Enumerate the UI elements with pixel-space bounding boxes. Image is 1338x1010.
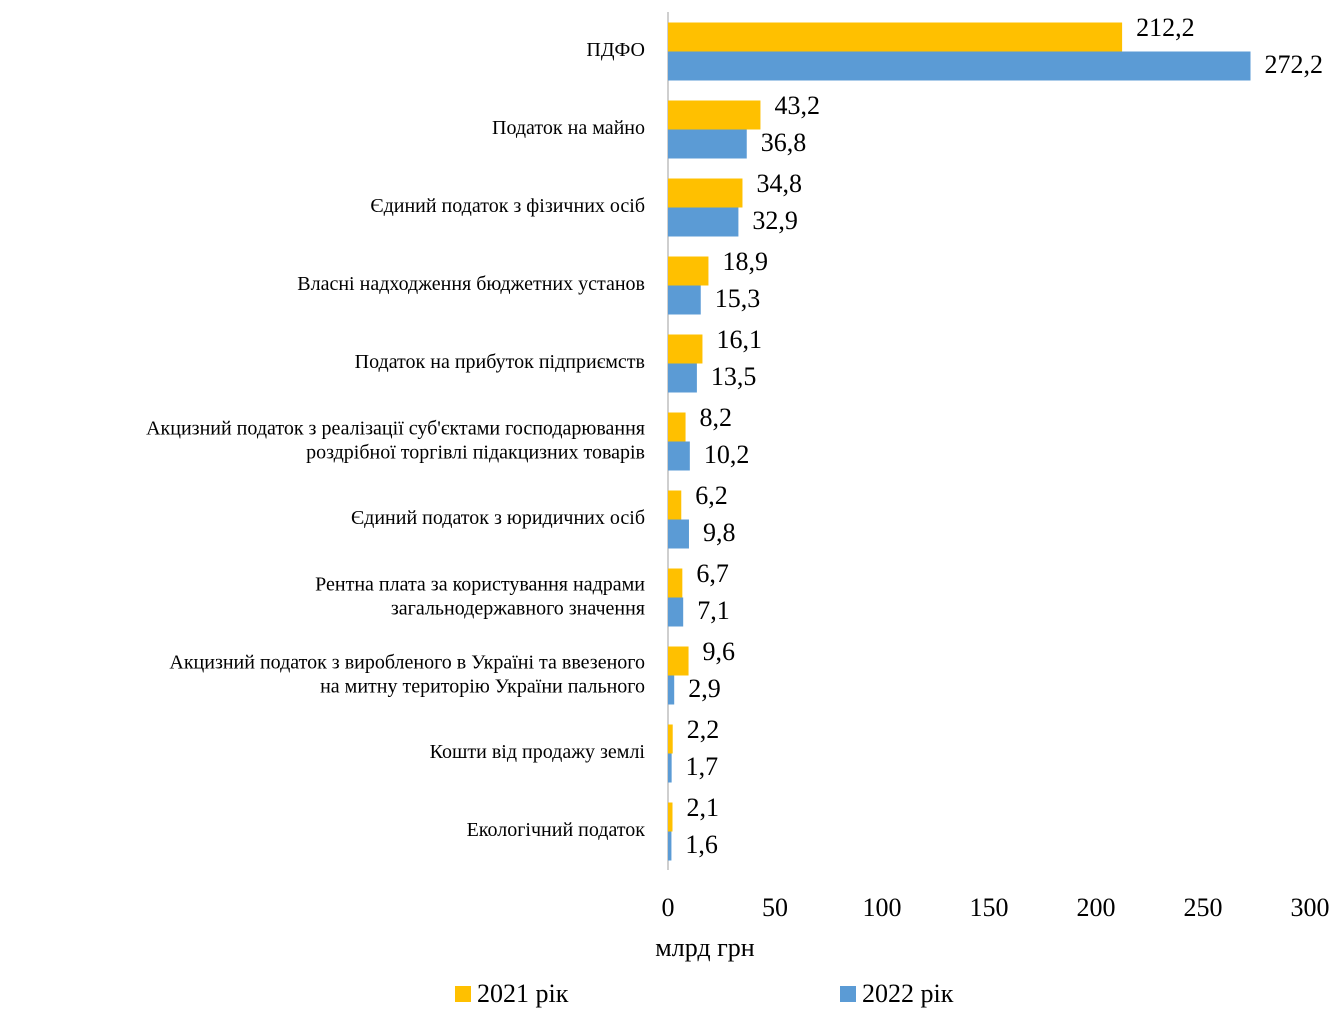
- value-label: 1,7: [686, 752, 719, 781]
- bar: [668, 675, 675, 705]
- bar: [668, 802, 673, 832]
- bar: [668, 519, 689, 549]
- bar: [668, 285, 701, 315]
- bar: [668, 334, 703, 364]
- bar: [668, 724, 673, 754]
- value-label: 2,9: [688, 674, 721, 703]
- value-label: 36,8: [761, 128, 807, 157]
- value-label: 16,1: [716, 325, 762, 354]
- y-tick-label: Податок на прибуток підприємств: [355, 351, 645, 373]
- bar: [668, 22, 1123, 52]
- value-label: 32,9: [752, 206, 798, 235]
- bar: [668, 568, 683, 598]
- value-label: 272,2: [1265, 50, 1324, 79]
- legend-label: 2022 рік: [862, 979, 954, 1008]
- bar: [668, 490, 682, 520]
- x-axis-title: млрд грн: [655, 933, 754, 962]
- value-label: 18,9: [722, 247, 768, 276]
- value-label: 9,8: [703, 518, 736, 547]
- value-label: 212,2: [1136, 13, 1195, 42]
- bar: [668, 363, 697, 393]
- bar: [668, 441, 690, 471]
- value-label: 8,2: [700, 403, 733, 432]
- value-label: 13,5: [711, 362, 757, 391]
- y-tick-label: Єдиний податок з фізичних осіб: [370, 195, 645, 217]
- value-label: 6,7: [696, 559, 729, 588]
- legend-swatch: [840, 986, 856, 1002]
- bar: [668, 178, 743, 208]
- bar: [668, 207, 739, 237]
- bar: [668, 831, 672, 861]
- bar: [668, 597, 684, 627]
- value-label: 2,1: [686, 793, 719, 822]
- x-tick-label: 100: [863, 893, 902, 922]
- y-tick-label: Власні надходження бюджетних установ: [297, 273, 645, 295]
- x-tick-label: 150: [970, 893, 1009, 922]
- value-label: 9,6: [703, 637, 736, 666]
- y-tick-label: Податок на майно: [492, 117, 645, 139]
- legend-label: 2021 рік: [477, 979, 569, 1008]
- bar: [668, 412, 686, 442]
- value-label: 6,2: [695, 481, 728, 510]
- y-tick-label: Екологічний податок: [467, 819, 646, 841]
- bar: [668, 256, 709, 286]
- value-label: 43,2: [774, 91, 820, 120]
- bar: [668, 753, 672, 783]
- x-tick-label: 250: [1184, 893, 1223, 922]
- value-label: 2,2: [687, 715, 720, 744]
- x-tick-label: 300: [1291, 893, 1330, 922]
- value-label: 34,8: [756, 169, 802, 198]
- bar: [668, 100, 761, 130]
- x-tick-label: 50: [762, 893, 788, 922]
- value-label: 1,6: [685, 830, 718, 859]
- bar: [668, 646, 689, 676]
- x-tick-label: 0: [662, 893, 675, 922]
- y-tick-label: Акцизний податок з виробленого в Україні…: [169, 651, 645, 697]
- y-tick-label: Рентна плата за користування надрами зага…: [315, 573, 645, 619]
- y-tick-label: Єдиний податок з юридичних осіб: [351, 507, 645, 529]
- y-tick-label: Акцизний податок з реалізації суб'єктами…: [146, 417, 645, 463]
- y-tick-label: Кошти від продажу землі: [430, 741, 646, 763]
- value-label: 15,3: [715, 284, 761, 313]
- y-tick-label: ПДФО: [586, 39, 645, 61]
- bar: [668, 51, 1251, 81]
- x-tick-label: 200: [1077, 893, 1116, 922]
- value-label: 7,1: [697, 596, 730, 625]
- legend-swatch: [455, 986, 471, 1002]
- value-label: 10,2: [704, 440, 750, 469]
- bar: [668, 129, 747, 159]
